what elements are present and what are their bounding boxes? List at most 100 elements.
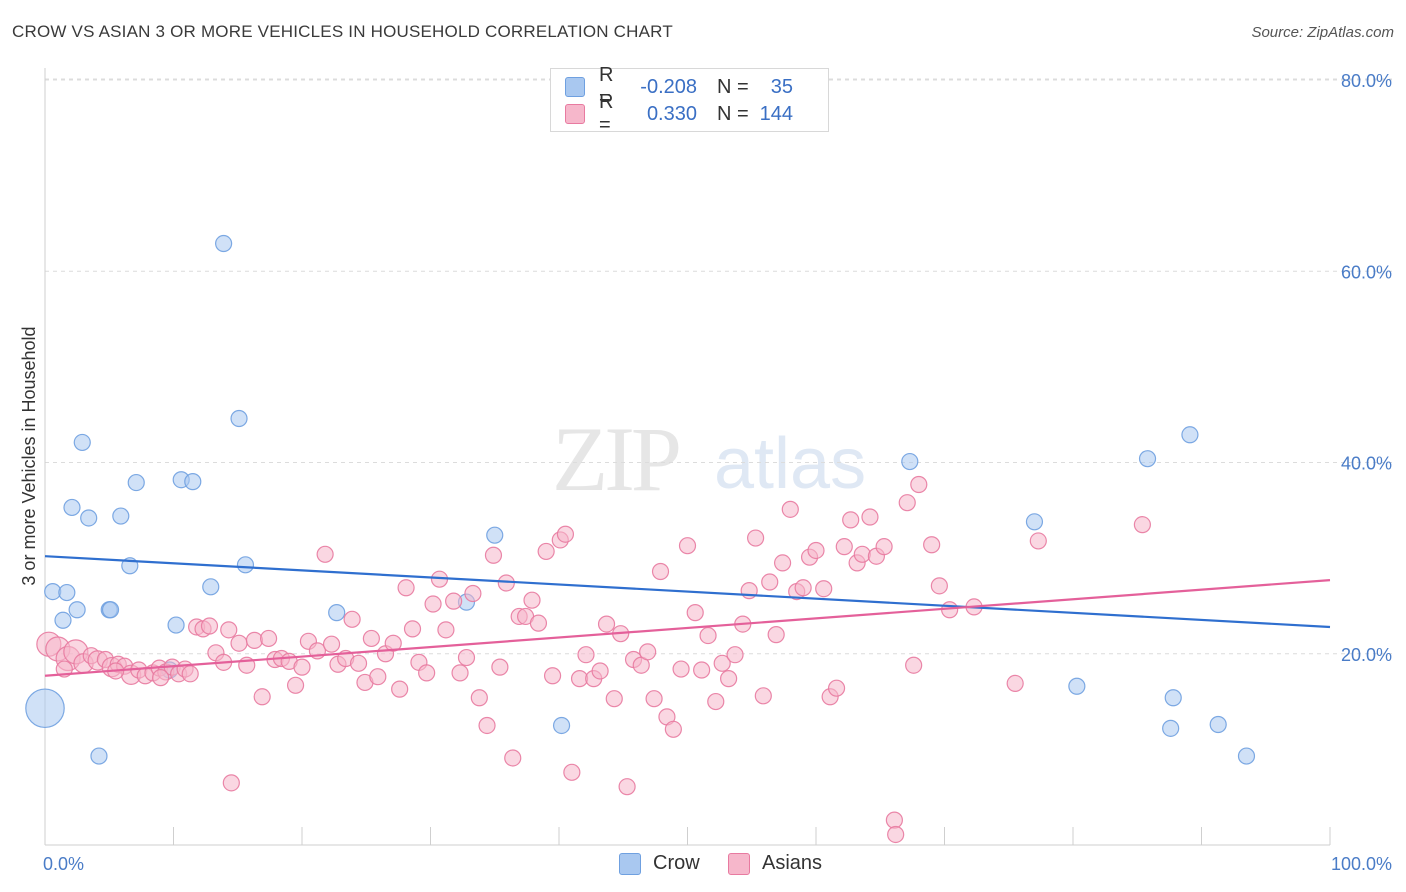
asians-point [397, 579, 415, 597]
asians-point [293, 658, 311, 676]
asians-point [563, 763, 581, 781]
asians-point [362, 629, 380, 648]
asians-point [693, 661, 711, 679]
asians-point [720, 670, 738, 688]
asians-point [316, 545, 334, 563]
asians-point [470, 689, 488, 707]
asians-point [639, 643, 657, 661]
x-tick-label: 100.0% [1331, 854, 1392, 874]
asians-point [853, 545, 871, 563]
asians-point [713, 654, 731, 672]
crow-point [1138, 450, 1157, 468]
crow-point [184, 473, 202, 491]
data-points [25, 234, 1256, 844]
asians-point [259, 629, 278, 648]
watermark-atlas: atlas [714, 424, 866, 504]
crow-point [90, 747, 108, 765]
asians-point [835, 538, 853, 556]
crow-swatch [565, 77, 585, 97]
asians-point [457, 648, 476, 667]
source-credit: Source: ZipAtlas.com [1251, 24, 1394, 41]
crow-point [1181, 426, 1199, 444]
asians-point [898, 494, 916, 512]
crow-point [127, 473, 145, 492]
crow-legend-label: Crow [653, 852, 700, 874]
crow-point [215, 234, 233, 253]
asians-point [754, 687, 772, 705]
crow-point [101, 601, 120, 619]
asians-point [794, 579, 812, 597]
y-axis-label: 3 or more Vehicles in Household [19, 326, 39, 585]
asians-point [220, 621, 238, 639]
r-label: R = [599, 91, 614, 136]
crow-point [167, 616, 185, 634]
asians-point [651, 562, 670, 581]
asians-point [222, 774, 240, 792]
crow-point [25, 688, 65, 729]
asians-point [369, 668, 387, 686]
crow-point [1162, 719, 1180, 737]
x-tick-label: 0.0% [43, 854, 84, 874]
crow-point [1237, 747, 1256, 765]
crow-point [80, 509, 98, 527]
asians-point [478, 716, 496, 735]
asians-point [152, 669, 170, 687]
watermark-zip: ZIP [552, 408, 679, 510]
asians-point [781, 500, 799, 518]
asians-point [910, 475, 928, 494]
y-tick-label: 80.0% [1341, 71, 1392, 91]
n-label: N = [717, 102, 749, 125]
asians-point [699, 626, 717, 645]
crow-point [486, 526, 504, 544]
y-tick-label: 40.0% [1341, 454, 1392, 474]
asians-point [807, 541, 825, 560]
y-tick-label: 60.0% [1341, 262, 1392, 282]
asians-point [322, 635, 341, 653]
r-label: R = [599, 64, 614, 109]
asians-trend-line [44, 579, 1331, 677]
legend-item-crow: Crow [619, 852, 700, 875]
asians-point [1029, 532, 1047, 550]
asians-point [672, 660, 690, 678]
asians-point [885, 811, 903, 829]
asians-point [686, 604, 704, 622]
n-value: 35 [770, 75, 793, 98]
asians-point [591, 662, 609, 680]
series-legend: Crow Asians [0, 852, 1406, 878]
crow-point [1164, 689, 1182, 707]
r-value: -0.208 [640, 75, 697, 98]
asians-point [875, 538, 893, 556]
crow-point [54, 611, 72, 629]
asians-point [861, 508, 879, 526]
asians-point [577, 646, 595, 664]
y-tick-label: 20.0% [1341, 645, 1392, 665]
asians-point [747, 529, 765, 547]
asians-point [707, 692, 725, 711]
crow-trend-line [44, 555, 1331, 629]
asians-point [905, 656, 923, 674]
axis-labels: 20.0% 40.0% 60.0% 80.0% 0.0% 100.0% 3 or more … [19, 71, 1392, 874]
stats-legend-row-asians: R = 0.330 N = 144 [565, 91, 793, 136]
crow-point [1025, 513, 1044, 531]
asians-point [384, 634, 402, 652]
asians-point [678, 537, 697, 555]
crow-point [328, 604, 346, 622]
asians-point [253, 688, 271, 706]
crow-point [63, 498, 81, 517]
asians-point [605, 690, 623, 708]
asians-point [529, 614, 548, 632]
asians-point [930, 577, 948, 595]
asians-point [597, 615, 616, 633]
asians-point [887, 825, 905, 844]
crow-point [58, 583, 76, 602]
watermark: ZIP atlas [552, 408, 866, 510]
n-label: N = [717, 75, 749, 98]
asians-legend-swatch [728, 852, 750, 875]
crow-point [73, 433, 91, 452]
asians-point [484, 546, 503, 564]
asians-point [767, 626, 785, 644]
asians-point [200, 617, 219, 635]
asians-swatch [565, 104, 585, 124]
trend-lines [44, 555, 1331, 677]
stats-legend: R = -0.208 N = 35 R = 0.330 N = 144 [550, 64, 829, 136]
